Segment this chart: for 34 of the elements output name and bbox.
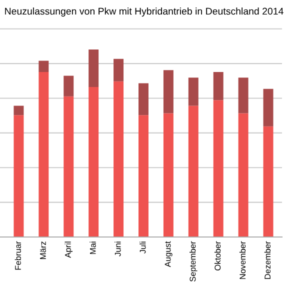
bar [188,78,198,106]
x-tick-label: Mai [90,242,96,254]
bar [213,72,224,100]
bar [114,58,124,82]
bar [38,72,49,237]
bar [263,88,274,126]
x-tick-label: Dezember [264,241,271,279]
x-tick-label: Oktober [214,241,221,270]
x-tick-label: April [64,242,73,258]
bar [114,81,124,237]
chart-title: Neuzulassungen von Pkw mit Hybridantrieb in Deutschland 2014 [5,8,284,17]
bar [64,96,74,237]
bar [38,60,49,72]
bar [14,106,24,116]
bar [163,70,174,114]
bar [263,126,274,237]
bar [88,50,99,87]
bar [238,78,248,114]
bar [14,115,24,237]
x-tick-label: September [190,241,198,282]
bar [64,76,74,96]
bar [88,87,99,237]
bar [188,106,198,237]
x-tick-label: November [239,241,246,279]
bar [163,113,174,237]
x-tick-label: August [164,241,172,268]
x-tick-label: März [40,242,46,259]
bar [238,113,248,237]
x-tick-label: Juli [140,242,146,254]
x-tick-label: Juni [114,242,121,256]
x-tick-label: Februar [14,241,21,270]
bar [213,100,224,237]
bar [138,83,148,116]
bar [138,115,148,237]
